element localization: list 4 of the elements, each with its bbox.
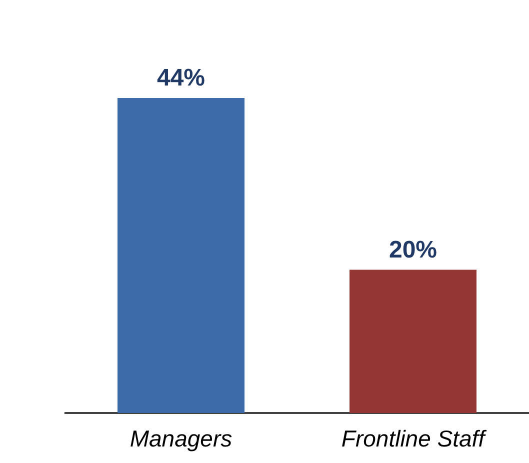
data-label: 44% — [156, 64, 206, 92]
x-tick-label: Managers — [130, 426, 233, 452]
x-tick-label: Frontline Staff — [341, 426, 488, 452]
data-label: 20% — [388, 236, 438, 264]
